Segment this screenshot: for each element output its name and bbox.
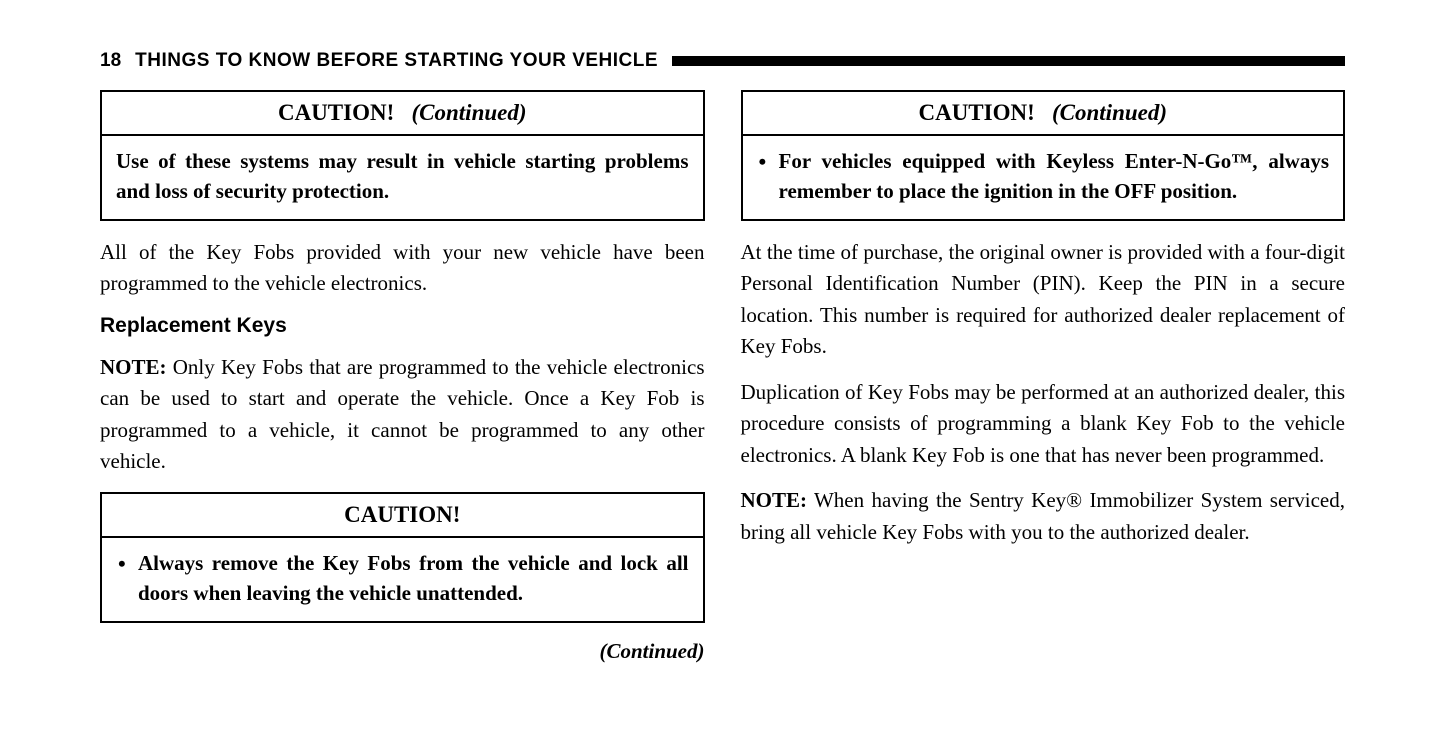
- page-header: 18 THINGS TO KNOW BEFORE STARTING YOUR V…: [100, 50, 1345, 72]
- note-body: When having the Sentry Key® Immobilizer …: [741, 488, 1346, 544]
- note-paragraph: NOTE: Only Key Fobs that are programmed …: [100, 352, 705, 478]
- section-title: THINGS TO KNOW BEFORE STARTING YOUR VEHI…: [135, 50, 658, 72]
- caution-body-text: Use of these systems may result in vehic…: [102, 136, 703, 219]
- caution-box-continued: CAUTION! (Continued) For vehicles equipp…: [741, 90, 1346, 221]
- paragraph: All of the Key Fobs provided with your n…: [100, 237, 705, 300]
- caution-bullet: For vehicles equipped with Keyless Enter…: [757, 146, 1330, 207]
- caution-body-list: For vehicles equipped with Keyless Enter…: [743, 136, 1344, 219]
- caution-heading: CAUTION! (Continued): [102, 92, 703, 136]
- note-label: NOTE:: [741, 488, 808, 512]
- caution-box-continued: CAUTION! (Continued) Use of these system…: [100, 90, 705, 221]
- header-rule: [672, 56, 1345, 66]
- page-number: 18: [100, 50, 121, 72]
- caution-heading: CAUTION!: [102, 494, 703, 538]
- subheading-replacement-keys: Replacement Keys: [100, 314, 705, 338]
- paragraph: At the time of purchase, the original ow…: [741, 237, 1346, 363]
- continued-marker: (Continued): [100, 639, 705, 664]
- paragraph: Duplication of Key Fobs may be performed…: [741, 377, 1346, 472]
- note-paragraph: NOTE: When having the Sentry Key® Immobi…: [741, 485, 1346, 548]
- caution-continued-label: (Continued): [412, 100, 527, 125]
- caution-body-list: Always remove the Key Fobs from the vehi…: [102, 538, 703, 621]
- caution-label: CAUTION!: [918, 100, 1034, 125]
- note-body: Only Key Fobs that are programmed to the…: [100, 355, 705, 474]
- manual-page: 18 THINGS TO KNOW BEFORE STARTING YOUR V…: [0, 0, 1445, 704]
- caution-box: CAUTION! Always remove the Key Fobs from…: [100, 492, 705, 623]
- right-column: CAUTION! (Continued) For vehicles equipp…: [741, 90, 1346, 664]
- caution-label: CAUTION!: [278, 100, 394, 125]
- left-column: CAUTION! (Continued) Use of these system…: [100, 90, 705, 664]
- caution-label: CAUTION!: [344, 502, 460, 527]
- caution-continued-label: (Continued): [1052, 100, 1167, 125]
- note-label: NOTE:: [100, 355, 167, 379]
- caution-bullet: Always remove the Key Fobs from the vehi…: [116, 548, 689, 609]
- two-column-layout: CAUTION! (Continued) Use of these system…: [100, 90, 1345, 664]
- caution-heading: CAUTION! (Continued): [743, 92, 1344, 136]
